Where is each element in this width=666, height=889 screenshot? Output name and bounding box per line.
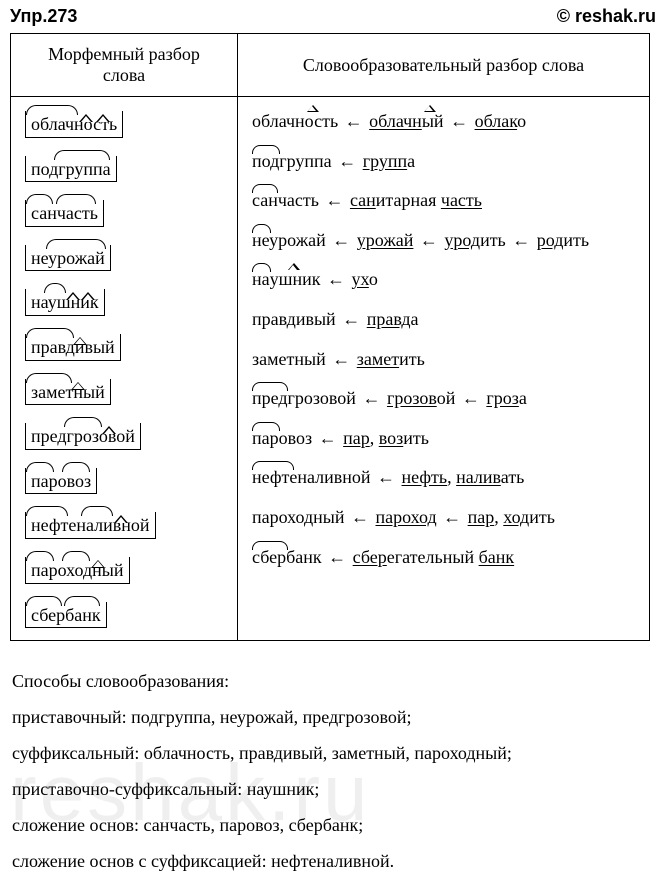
exercise-title: Упр.273 <box>10 6 77 27</box>
morph-word: пароходный <box>25 557 130 584</box>
chain-row: сбербанк ← сберегательный банк <box>252 547 639 569</box>
word: нефтеналивной <box>31 515 150 535</box>
word: пароходный <box>31 560 124 580</box>
below-text: Способы словообразования: приставочный: … <box>0 641 666 889</box>
word: сбербанк <box>31 605 101 625</box>
method-line: суффиксальный: облачность, правдивый, за… <box>12 735 654 771</box>
th-wordformation: Словообразовательный разбор слова <box>238 34 650 97</box>
chain-row: облачность ← облачный ← облако <box>252 111 639 133</box>
morph-word: заметный <box>25 379 111 406</box>
word: предгрозовой <box>31 426 135 446</box>
morph-word: неурожай <box>25 245 111 272</box>
chain-row: нефтеналивной ← нефть, наливать <box>252 467 639 489</box>
left-cell: облачность подгруппа санчасть неурожай н… <box>11 97 238 641</box>
method-line: сложение основ с суффиксацией: нефтенали… <box>12 843 654 879</box>
chain-row: заметный ← заметить <box>252 349 639 371</box>
word: заметный <box>31 382 105 402</box>
methods-title: Способы словообразования: <box>12 663 654 699</box>
chain-row: санчасть ← санитарная часть <box>252 190 639 212</box>
chain-row: предгрозовой ← грозовой ← гроза <box>252 388 639 410</box>
chain-row: паровоз ← пар, возить <box>252 428 639 450</box>
method-line: приставочно-суффиксальный: наушник; <box>12 771 654 807</box>
th-text: слова <box>103 65 145 85</box>
chain-row: наушник ← ухо <box>252 269 639 291</box>
morph-word: паровоз <box>25 468 97 495</box>
morph-word: подгруппа <box>25 156 117 183</box>
main-table: Морфемный разбор слова Словообразователь… <box>10 33 650 641</box>
morph-word: облачность <box>25 111 123 138</box>
copyright: © reshak.ru <box>557 6 656 27</box>
morph-word: сбербанк <box>25 602 107 629</box>
chain-row: подгруппа ← группа <box>252 151 639 173</box>
th-text: Морфемный разбор <box>48 44 200 64</box>
morph-word: наушник <box>25 289 105 316</box>
th-morphemic: Морфемный разбор слова <box>11 34 238 97</box>
chain-row: неурожай ← урожай ← уродить ← родить <box>252 230 639 252</box>
morph-word: нефтеналивной <box>25 512 156 539</box>
word: санчасть <box>31 203 98 223</box>
header: Упр.273 © reshak.ru <box>0 0 666 33</box>
morph-word: санчасть <box>25 200 104 227</box>
chain-row: пароходный ← пароход ← пар, ходить <box>252 507 639 529</box>
word: подгруппа <box>31 159 111 179</box>
word: неурожай <box>31 248 105 268</box>
right-cell: облачность ← облачный ← облако подгруппа… <box>238 97 650 641</box>
morph-word: правдивый <box>25 334 121 361</box>
chain-row: правдивый ← правда <box>252 309 639 331</box>
method-line: приставочный: подгруппа, неурожай, предг… <box>12 699 654 735</box>
morph-word: предгрозовой <box>25 423 141 450</box>
method-line: сложение основ: санчасть, паровоз, сберб… <box>12 807 654 843</box>
word: паровоз <box>31 471 91 491</box>
